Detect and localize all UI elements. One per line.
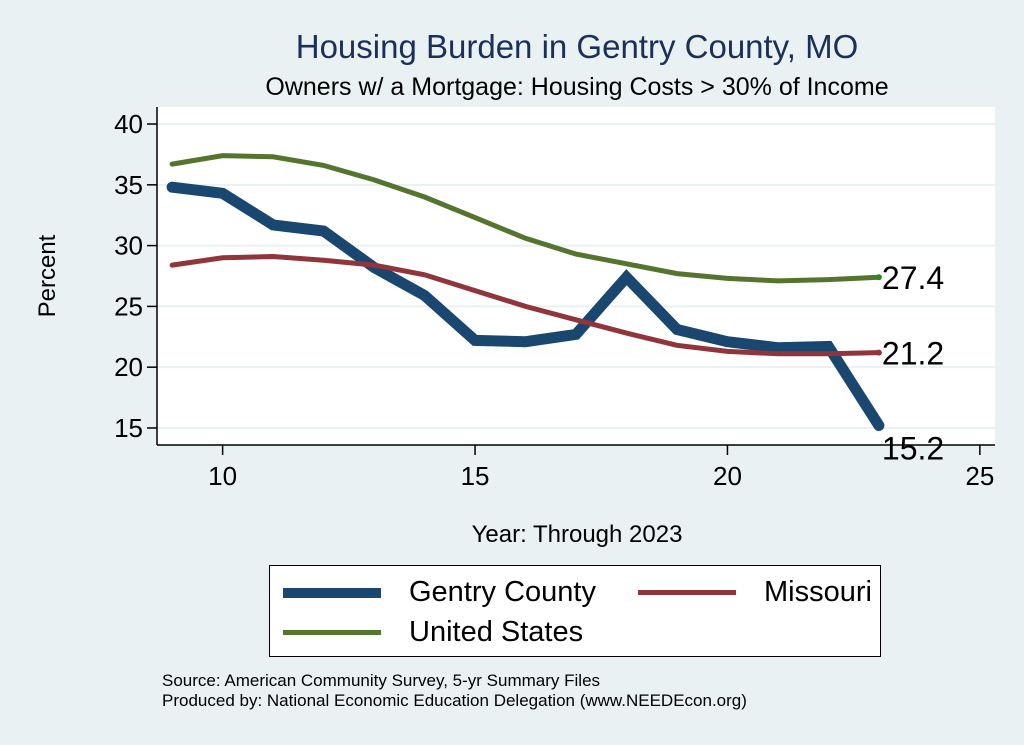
- end-label-missouri: 21.2: [882, 336, 944, 372]
- y-tick-label: 25: [114, 291, 143, 321]
- y-axis-label: Percent: [34, 234, 61, 317]
- legend: Gentry County Missouri United States: [269, 565, 881, 657]
- legend-item-gentry-county: Gentry County: [283, 576, 596, 609]
- end-marker-missouri: [875, 349, 882, 356]
- axes: 15 20 25 30 35 40 10 15 20 25: [114, 107, 995, 491]
- line-chart: 15 20 25 30 35 40 10 15 20 25 15.2 21.2 27.4 Year: …: [34, 107, 995, 548]
- producer-line: Produced by: National Economic Education…: [162, 691, 747, 710]
- legend-swatch-missouri: [638, 590, 736, 595]
- legend-swatch-gentry-county: [283, 587, 381, 598]
- end-label-united-states: 27.4: [882, 260, 944, 296]
- x-tick-label: 10: [208, 461, 237, 491]
- legend-label: United States: [409, 616, 584, 648]
- legend-label: Missouri: [764, 576, 872, 608]
- source-line: Source: American Community Survey, 5-yr …: [162, 671, 601, 690]
- series-line-missouri: [169, 253, 882, 357]
- end-labels: 15.2 21.2 27.4: [882, 260, 944, 466]
- legend-item-united-states: United States: [283, 616, 583, 649]
- y-tick-label: 15: [114, 413, 143, 443]
- x-tick-label: 25: [965, 461, 994, 491]
- y-tick-label: 20: [114, 352, 143, 382]
- chart-subtitle: Owners w/ a Mortgage: Housing Costs > 30…: [265, 73, 889, 101]
- legend-swatch-united-states: [283, 630, 381, 635]
- x-axis-label: Year: Through 2023: [472, 521, 683, 548]
- y-tick-label: 40: [114, 109, 143, 139]
- gridlines: [157, 123, 995, 429]
- y-tick-label: 30: [114, 231, 143, 261]
- legend-item-missouri: Missouri: [638, 576, 872, 609]
- y-tick-label: 35: [114, 170, 143, 200]
- series-lines: [166, 153, 885, 431]
- series-line-gentry-county: [166, 181, 885, 431]
- legend-label: Gentry County: [409, 576, 596, 608]
- end-marker-united-states: [875, 274, 882, 281]
- x-tick-label: 15: [461, 461, 490, 491]
- end-marker-gentry-county: [875, 422, 882, 429]
- chart-title: Housing Burden in Gentry County, MO: [295, 28, 859, 65]
- series-line-united-states: [169, 153, 882, 284]
- source-note: Source: American Community Survey, 5-yr …: [162, 671, 747, 711]
- x-tick-label: 20: [713, 461, 742, 491]
- end-label-gentry-county: 15.2: [882, 431, 944, 467]
